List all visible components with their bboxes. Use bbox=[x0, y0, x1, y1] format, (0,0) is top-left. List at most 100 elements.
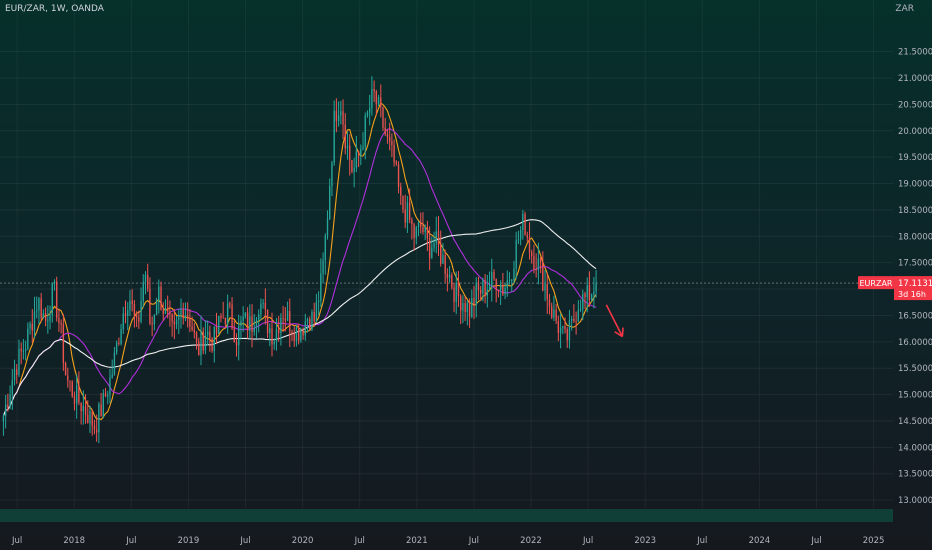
candle-body bbox=[313, 312, 315, 322]
time-tick-label: 2020 bbox=[292, 536, 314, 546]
price-tick-label: 20.00000 bbox=[898, 127, 932, 137]
candle-body bbox=[295, 327, 298, 341]
candle-body bbox=[595, 283, 597, 292]
candle-body bbox=[51, 283, 53, 316]
candle-body bbox=[38, 298, 40, 311]
time-tick-label: Jul bbox=[810, 536, 821, 546]
candle-body bbox=[87, 414, 89, 424]
candle-body bbox=[262, 302, 264, 304]
candle-body bbox=[451, 274, 453, 288]
candle-body bbox=[519, 229, 522, 240]
candle-body bbox=[82, 405, 85, 412]
candle-body bbox=[448, 274, 451, 278]
candle-body bbox=[504, 288, 506, 295]
candle-body bbox=[477, 283, 480, 290]
candle-body bbox=[64, 363, 67, 376]
candle-body bbox=[335, 110, 338, 121]
candle-body bbox=[27, 328, 29, 349]
candle-body bbox=[75, 385, 78, 404]
candle-body bbox=[4, 404, 7, 416]
price-tick-label: 19.00000 bbox=[898, 180, 932, 190]
candle-body bbox=[548, 299, 551, 307]
currency-label: ZAR bbox=[895, 4, 914, 14]
candle-body bbox=[56, 281, 58, 318]
candle-body bbox=[440, 245, 442, 264]
candle-body bbox=[167, 308, 169, 312]
candle-body bbox=[149, 288, 151, 324]
candle-body bbox=[2, 415, 5, 422]
candle-body bbox=[446, 273, 449, 278]
candle-body bbox=[220, 315, 222, 318]
candle-body bbox=[178, 314, 180, 320]
candle-body bbox=[486, 289, 489, 296]
candle-body bbox=[502, 284, 504, 295]
candle-body bbox=[337, 115, 340, 121]
candle-body bbox=[340, 111, 342, 116]
time-tick-label: 2019 bbox=[178, 536, 200, 546]
candle-body bbox=[360, 148, 362, 155]
candle-body bbox=[180, 309, 182, 315]
candle-body bbox=[326, 218, 329, 236]
candle-body bbox=[408, 202, 411, 220]
mid-ma-line bbox=[2, 127, 597, 417]
candle-body bbox=[100, 404, 102, 417]
price-tick-label: 16.50000 bbox=[898, 311, 932, 321]
time-tick-label: Jul bbox=[11, 536, 22, 546]
candle-body bbox=[84, 405, 87, 415]
candle-body bbox=[329, 186, 331, 219]
candle-body bbox=[229, 303, 231, 305]
candle-body bbox=[570, 319, 573, 321]
candle-body bbox=[113, 352, 116, 375]
candle-body bbox=[36, 310, 38, 312]
candle-body bbox=[559, 327, 562, 333]
candle-body bbox=[246, 312, 249, 331]
time-tick-label: Jul bbox=[125, 536, 136, 546]
candle-body bbox=[147, 274, 149, 289]
candle-body bbox=[184, 314, 187, 319]
candle-body bbox=[89, 410, 91, 424]
candle-body bbox=[491, 271, 493, 287]
candle-body bbox=[98, 404, 100, 433]
candle-body bbox=[464, 303, 466, 313]
time-tick-label: 2024 bbox=[749, 536, 771, 546]
candle-body bbox=[444, 255, 446, 274]
candle-body bbox=[255, 319, 258, 329]
candle-body bbox=[31, 323, 33, 331]
candle-body bbox=[91, 410, 93, 426]
price-tag bbox=[894, 276, 932, 301]
bottom-band bbox=[0, 509, 893, 522]
time-tick-label: 2018 bbox=[63, 536, 85, 546]
candle-body bbox=[233, 328, 235, 343]
candle-body bbox=[18, 348, 20, 375]
candle-body bbox=[388, 136, 391, 142]
candle-body bbox=[158, 286, 160, 303]
candle-body bbox=[33, 311, 36, 331]
candle-body bbox=[351, 160, 353, 172]
candle-body bbox=[271, 328, 273, 345]
candle-body bbox=[40, 298, 42, 318]
candle-body bbox=[417, 222, 420, 227]
candle-body bbox=[362, 146, 364, 149]
candle-body bbox=[109, 377, 111, 395]
candle-body bbox=[226, 303, 229, 324]
candle-body bbox=[546, 284, 548, 300]
candle-body bbox=[373, 88, 375, 92]
candle-body bbox=[162, 310, 164, 314]
candle-body bbox=[573, 319, 575, 322]
candle-body bbox=[368, 108, 371, 113]
candle-body bbox=[286, 310, 289, 321]
candle-body bbox=[62, 324, 65, 364]
candle-body bbox=[455, 282, 457, 303]
candle-body bbox=[593, 291, 595, 295]
price-tick-label: 20.50000 bbox=[898, 100, 932, 110]
candle-body bbox=[73, 396, 76, 404]
candle-body bbox=[224, 317, 227, 324]
candle-body bbox=[182, 309, 184, 319]
candle-body bbox=[53, 281, 56, 284]
candle-body bbox=[215, 326, 218, 334]
candle-body bbox=[218, 315, 220, 334]
candle-body bbox=[522, 213, 524, 230]
candle-body bbox=[171, 314, 173, 322]
